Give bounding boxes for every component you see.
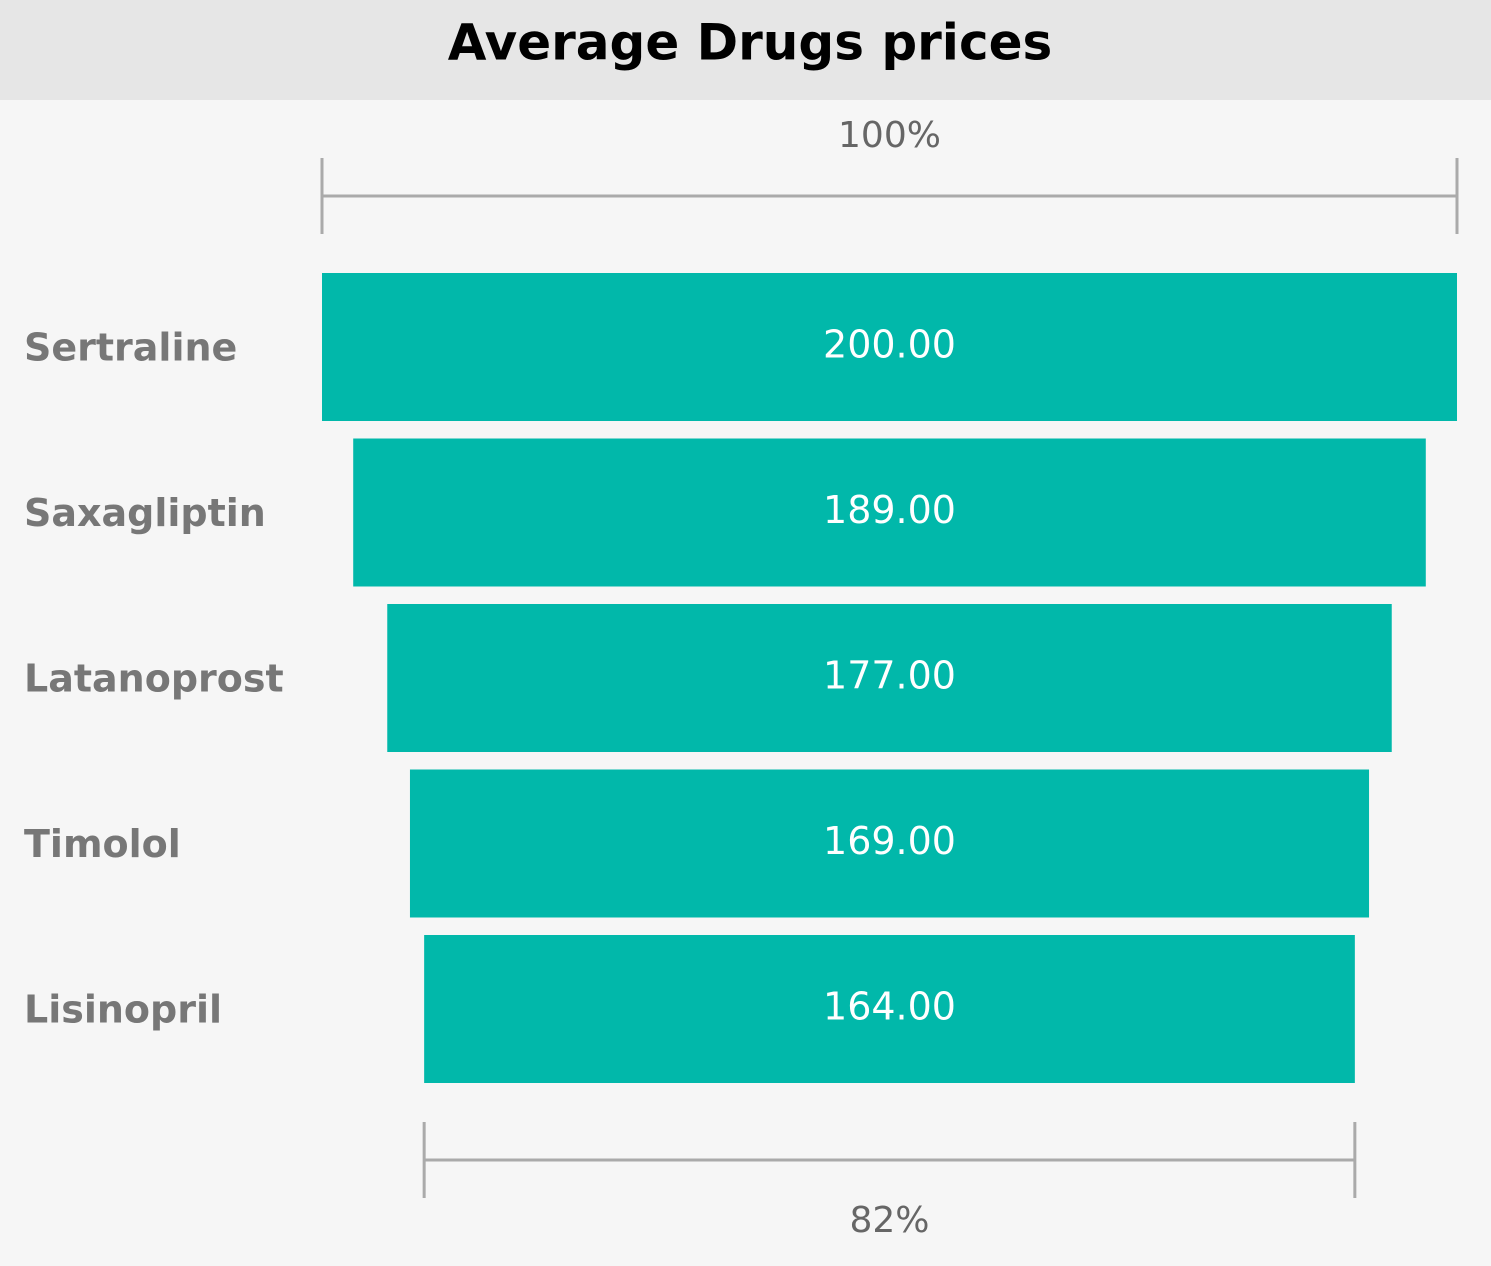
bar <box>322 273 1457 421</box>
category-label: Sertraline <box>24 326 237 370</box>
value-label: 169.00 <box>823 819 956 863</box>
value-label: 177.00 <box>823 654 956 698</box>
bar <box>353 438 1426 587</box>
bar <box>409 769 1370 918</box>
category-label: Timolol <box>24 822 181 866</box>
chart-title: Average Drugs prices <box>448 14 1053 72</box>
value-label: 164.00 <box>823 985 956 1029</box>
value-label: 200.00 <box>823 323 956 367</box>
category-label: Lisinopril <box>24 988 222 1032</box>
title-band <box>0 0 1491 100</box>
bar <box>387 604 1392 752</box>
category-label: Saxagliptin <box>24 491 266 535</box>
bar <box>424 935 1355 1083</box>
percent-label: 100% <box>838 115 941 156</box>
category-label: Latanoprost <box>24 657 284 701</box>
value-label: 189.00 <box>823 488 956 532</box>
percent-label: 82% <box>849 1200 929 1241</box>
